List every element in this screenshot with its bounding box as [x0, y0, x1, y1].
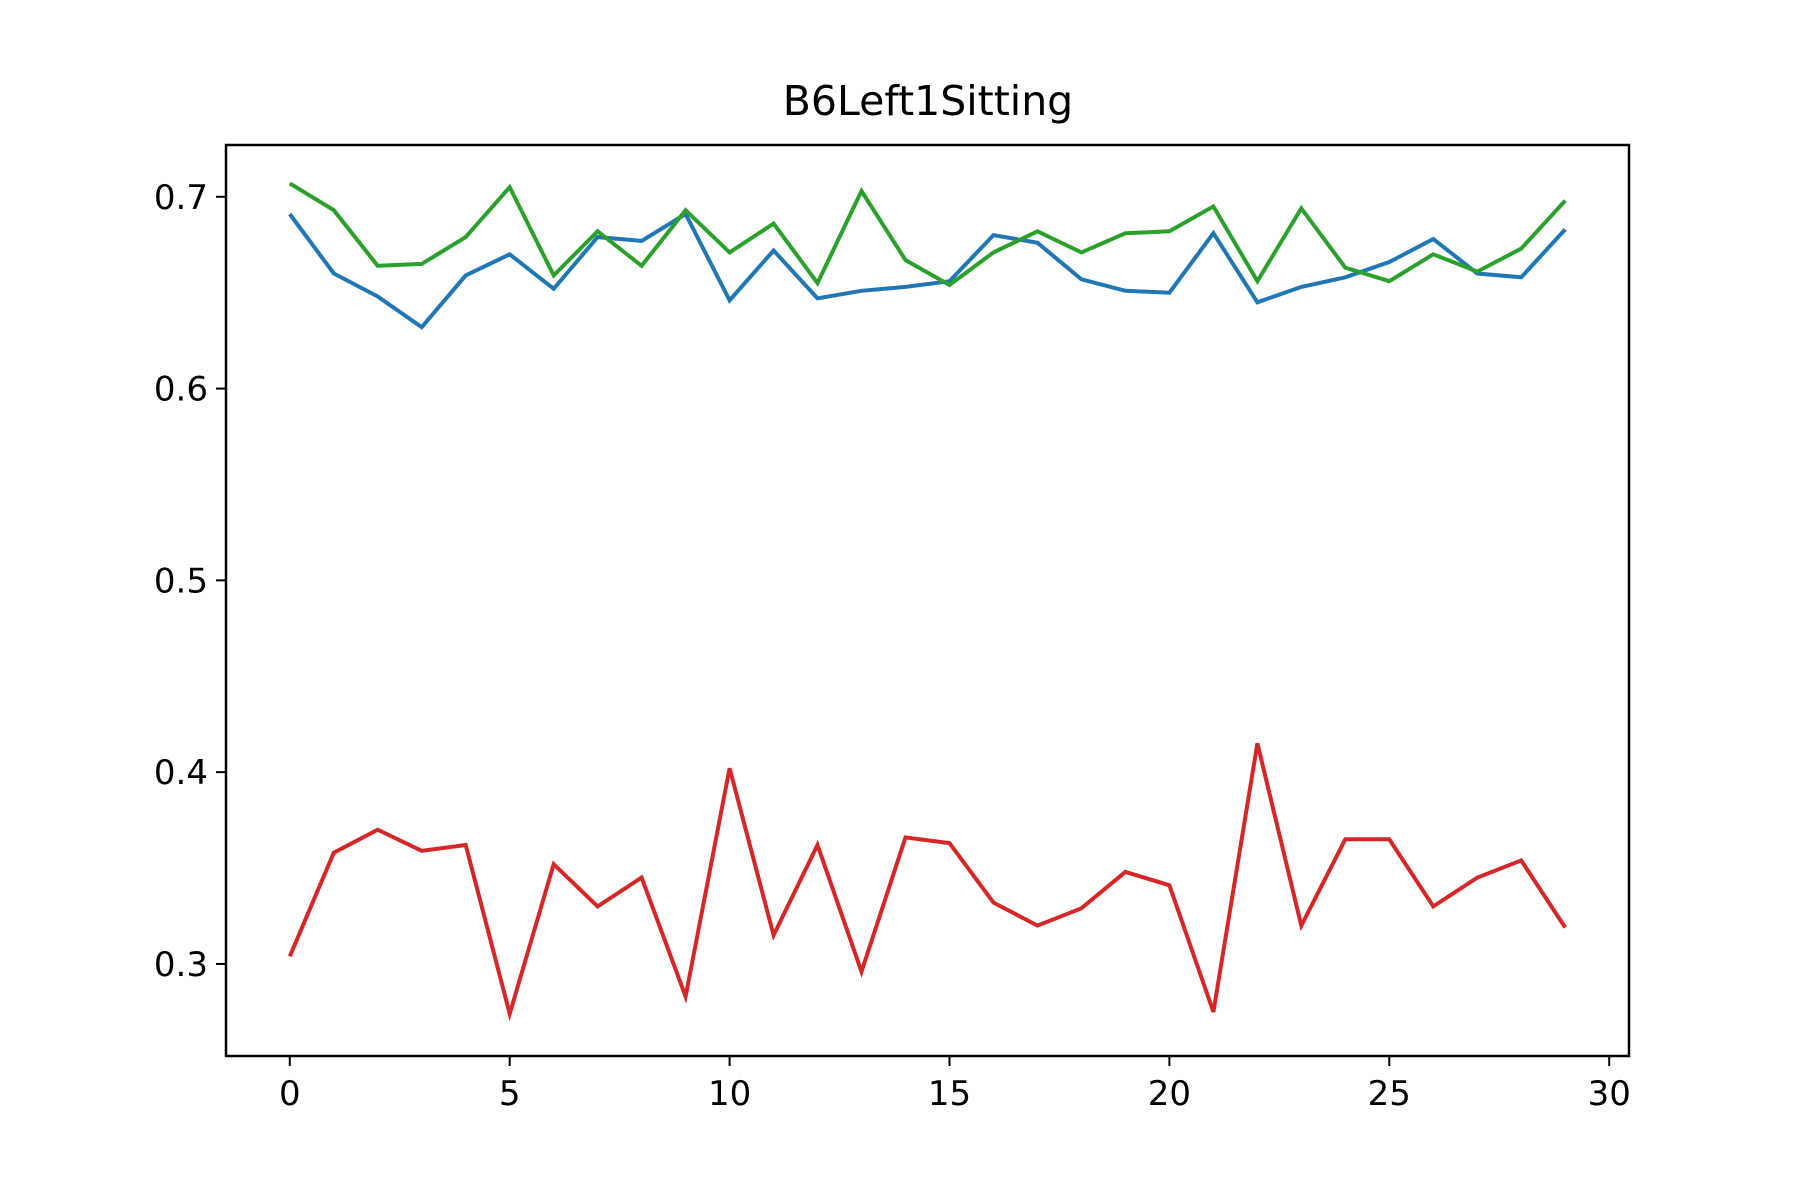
x-tick-label: 10 — [708, 1074, 751, 1114]
y-tick-label: 0.7 — [154, 178, 208, 218]
y-tick-label: 0.4 — [154, 753, 208, 793]
y-tick-label: 0.6 — [154, 370, 208, 410]
x-tick-label: 25 — [1368, 1074, 1411, 1114]
x-axis: 0 5 10 15 20 25 30 — [279, 1056, 1631, 1114]
series-line-1 — [288, 181, 1567, 288]
x-tick-label: 5 — [499, 1074, 521, 1114]
series-layer — [287, 181, 1567, 1022]
series-line-2 — [287, 742, 1567, 1022]
x-tick-label: 0 — [279, 1074, 301, 1114]
x-tick-label: 15 — [928, 1074, 971, 1114]
series-line-0 — [288, 211, 1567, 330]
chart-title: B6Left1Sitting — [783, 77, 1073, 125]
x-tick-label: 20 — [1148, 1074, 1191, 1114]
plot-area-frame — [224, 143, 1631, 1058]
y-axis: 0.3 0.4 0.5 0.6 0.7 — [154, 178, 226, 985]
y-tick-label: 0.3 — [154, 945, 208, 985]
y-tick-label: 0.5 — [154, 561, 208, 601]
x-tick-label: 30 — [1588, 1074, 1631, 1114]
